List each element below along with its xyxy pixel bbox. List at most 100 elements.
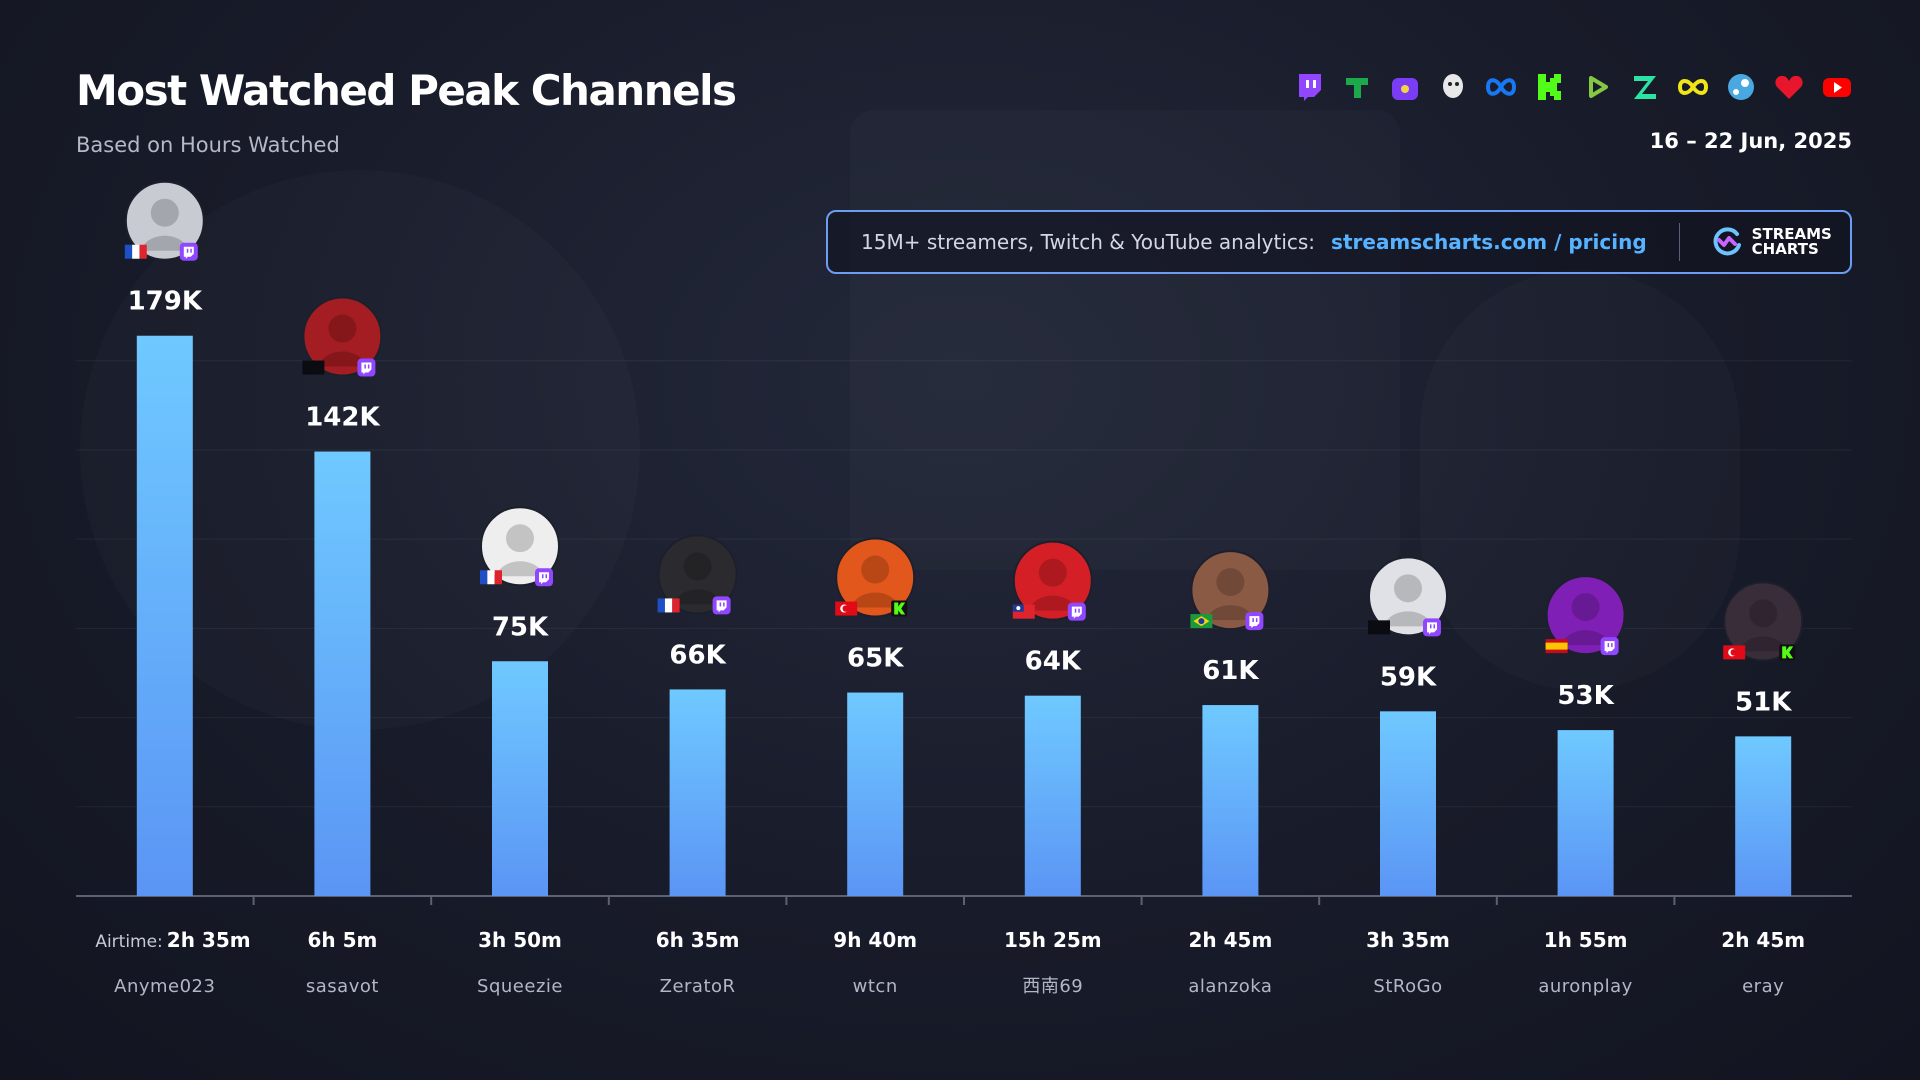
avatar-head-icon bbox=[150, 198, 179, 227]
bar[interactable] bbox=[847, 692, 904, 896]
youtube-icon[interactable] bbox=[1820, 70, 1854, 104]
channel-avatar[interactable] bbox=[1012, 540, 1093, 621]
airtime-value: 6h 35m bbox=[656, 928, 740, 952]
streams-charts-logo-icon bbox=[1713, 227, 1741, 256]
channel-avatar[interactable] bbox=[480, 506, 560, 587]
channel-name[interactable]: Anyme023 bbox=[114, 976, 215, 997]
channel-name[interactable]: alanzoka bbox=[1188, 976, 1272, 997]
bar-group[interactable]: 53K 1h 55m auronplay bbox=[1538, 575, 1632, 997]
loop-icon[interactable] bbox=[1676, 70, 1710, 104]
bar-group[interactable]: 66K 6h 35m ZeratoR bbox=[656, 534, 740, 997]
channel-name[interactable]: auronplay bbox=[1538, 976, 1632, 997]
bar[interactable] bbox=[1380, 711, 1436, 896]
bar[interactable] bbox=[669, 689, 726, 896]
avatar-head-icon bbox=[1749, 599, 1778, 628]
airtime-value: 3h 50m bbox=[478, 928, 562, 952]
avatar-body-icon bbox=[673, 589, 722, 605]
bar-group[interactable]: 179K Airtime: 2h 35m Anyme023 bbox=[95, 180, 251, 997]
airtime-value: 15h 25m bbox=[1004, 928, 1102, 952]
twitch-badge-icon bbox=[535, 568, 553, 587]
avatar-body-icon bbox=[1739, 636, 1788, 652]
value-label: 53K bbox=[1557, 681, 1614, 711]
bar-group[interactable]: 142K 6h 5m sasavot bbox=[302, 296, 383, 997]
date-range: 16 – 22 Jun, 2025 bbox=[1649, 129, 1852, 153]
flag-icon bbox=[1723, 645, 1746, 660]
airtime-value: 2h 45m bbox=[1721, 928, 1805, 952]
bar[interactable] bbox=[1557, 730, 1614, 896]
promo-link[interactable]: streamscharts.com / pricing bbox=[1331, 230, 1647, 254]
flag-icon bbox=[657, 598, 680, 613]
kick-icon[interactable] bbox=[1532, 70, 1566, 104]
twitch-icon[interactable] bbox=[1292, 70, 1326, 104]
page-subtitle: Based on Hours Watched bbox=[76, 133, 340, 157]
bar[interactable] bbox=[1024, 695, 1081, 896]
airtime-value: 9h 40m bbox=[833, 928, 917, 952]
channel-avatar[interactable] bbox=[124, 180, 205, 261]
bar-group[interactable]: 59K 3h 35m StRoGo bbox=[1366, 556, 1450, 997]
bar-group[interactable]: 65K 9h 40m wtcn bbox=[833, 537, 917, 997]
channel-avatar[interactable] bbox=[1190, 550, 1271, 631]
platform-icons bbox=[1292, 70, 1854, 104]
channel-name[interactable]: StRoGo bbox=[1373, 976, 1442, 997]
channel-name[interactable]: 西南69 bbox=[1022, 976, 1083, 997]
brand-name: STREAMS CHARTS bbox=[1751, 225, 1832, 258]
bigo-icon[interactable] bbox=[1436, 70, 1470, 104]
trovo-icon[interactable] bbox=[1340, 70, 1374, 104]
twitch-badge-icon bbox=[1600, 637, 1619, 656]
bar[interactable] bbox=[136, 335, 193, 897]
avatar-body-icon bbox=[1384, 611, 1432, 627]
bar[interactable] bbox=[1735, 736, 1792, 896]
channel-avatar[interactable] bbox=[835, 537, 916, 618]
channel-name[interactable]: eray bbox=[1742, 976, 1784, 997]
avatar-head-icon bbox=[861, 555, 890, 584]
airtime-value: 1h 55m bbox=[1544, 928, 1628, 952]
avatar-body-icon bbox=[851, 592, 900, 608]
avatar-head-icon bbox=[683, 552, 712, 581]
promo-banner[interactable]: 15M+ streamers, Twitch & YouTube analyti… bbox=[826, 210, 1852, 274]
channel-name[interactable]: sasavot bbox=[306, 976, 379, 997]
value-label: 51K bbox=[1735, 687, 1792, 717]
kick-badge-icon bbox=[891, 600, 908, 617]
rumble-icon[interactable] bbox=[1580, 70, 1614, 104]
channel-name[interactable]: ZeratoR bbox=[660, 976, 736, 997]
channel-avatar[interactable] bbox=[1545, 575, 1626, 656]
bar[interactable] bbox=[314, 451, 371, 896]
channel-name[interactable]: wtcn bbox=[853, 976, 898, 997]
promo-divider bbox=[1678, 223, 1680, 261]
avatar-body-icon bbox=[140, 235, 189, 251]
meta-icon[interactable] bbox=[1484, 70, 1518, 104]
flag-icon bbox=[835, 601, 858, 616]
value-label: 65K bbox=[847, 644, 904, 674]
airtime-value: 3h 35m bbox=[1366, 928, 1450, 952]
steam-icon[interactable] bbox=[1724, 70, 1758, 104]
bar[interactable] bbox=[492, 661, 548, 896]
bar-group[interactable]: 64K 15h 25m 西南69 bbox=[1004, 540, 1102, 997]
zstream-icon[interactable] bbox=[1628, 70, 1662, 104]
avatar-body-icon bbox=[1206, 605, 1255, 621]
bar-group[interactable]: 75K 3h 50m Squeezie bbox=[477, 506, 563, 997]
nimo-icon[interactable] bbox=[1388, 70, 1422, 104]
channel-name[interactable]: Squeezie bbox=[477, 976, 563, 997]
channel-avatar[interactable] bbox=[1723, 581, 1804, 662]
value-label: 179K bbox=[128, 287, 203, 317]
avatar-body-icon bbox=[1028, 595, 1077, 611]
heart-icon[interactable] bbox=[1772, 70, 1806, 104]
avatar-head-icon bbox=[1571, 593, 1600, 622]
value-label: 142K bbox=[305, 403, 380, 433]
flag-icon bbox=[1190, 614, 1213, 629]
bar-group[interactable]: 61K 2h 45m alanzoka bbox=[1188, 550, 1272, 997]
streams-charts-brand[interactable]: STREAMS CHARTS bbox=[1710, 225, 1832, 259]
avatar-head-icon bbox=[1038, 558, 1067, 587]
bar[interactable] bbox=[1202, 705, 1259, 896]
twitch-badge-icon bbox=[1067, 602, 1086, 621]
page-title: Most Watched Peak Channels bbox=[76, 66, 737, 115]
avatar-body-icon bbox=[496, 561, 544, 577]
channel-avatar[interactable] bbox=[657, 534, 738, 615]
avatar-body-icon bbox=[1561, 630, 1610, 646]
channel-avatar[interactable] bbox=[1368, 556, 1448, 637]
flag-icon bbox=[480, 570, 502, 585]
channel-avatar[interactable] bbox=[302, 296, 383, 377]
value-label: 66K bbox=[669, 640, 726, 670]
bar-group[interactable]: 51K 2h 45m eray bbox=[1721, 581, 1805, 997]
flag-icon bbox=[1545, 639, 1568, 654]
